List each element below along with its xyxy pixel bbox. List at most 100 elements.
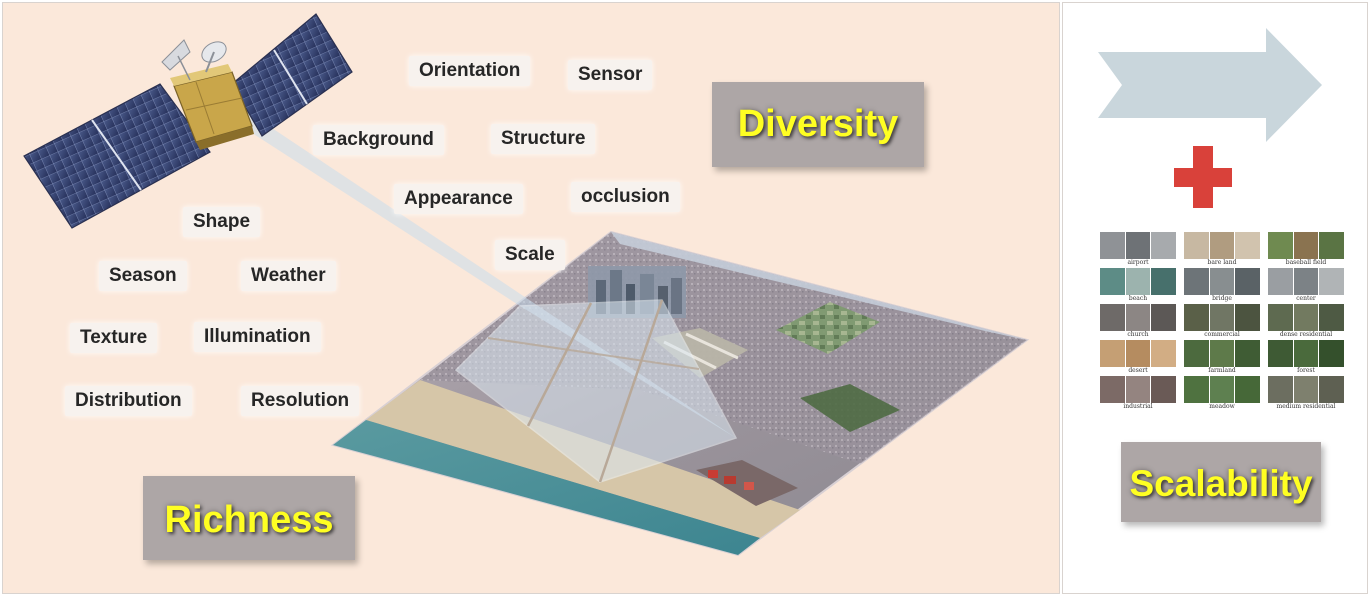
scene-sample-image xyxy=(1151,376,1177,403)
diversity-label-text: Diversity xyxy=(737,103,899,145)
plus-icon xyxy=(1174,146,1232,208)
attribute-illumination: Illumination xyxy=(194,322,321,352)
scene-thumbnail: center xyxy=(1268,268,1345,304)
scene-thumbnail-images xyxy=(1268,304,1345,331)
scene-thumbnail: airport xyxy=(1100,232,1177,268)
scene-sample-image xyxy=(1151,232,1177,259)
scene-sample-image xyxy=(1268,268,1293,295)
satellite-icon xyxy=(23,13,353,229)
scene-caption: desert xyxy=(1128,367,1148,374)
scene-thumbnail-images xyxy=(1268,376,1345,403)
scene-sample-image xyxy=(1209,304,1235,331)
scene-sample-image xyxy=(1235,340,1261,367)
attribute-appearance: Appearance xyxy=(394,184,523,214)
scene-thumbnail-images xyxy=(1184,304,1261,331)
scene-thumbnail-images xyxy=(1184,340,1261,367)
scene-thumbnail: forest xyxy=(1268,340,1345,376)
scene-caption: bare land xyxy=(1207,259,1237,266)
sensor-footprint xyxy=(454,299,738,483)
harbour-image xyxy=(696,460,798,506)
scene-sample-image xyxy=(1268,340,1293,367)
scene-sample-image xyxy=(1319,340,1345,367)
attribute-structure: Structure xyxy=(491,124,596,154)
richness-label: Richness xyxy=(143,476,355,560)
attribute-orientation: Orientation xyxy=(409,56,531,86)
scene-caption: baseball field xyxy=(1285,259,1327,266)
richness-label-text: Richness xyxy=(164,499,334,541)
scene-sample-image xyxy=(1184,268,1209,295)
scene-thumbnail: farmland xyxy=(1184,340,1261,376)
scene-thumbnail-images xyxy=(1184,232,1261,259)
scene-sample-image xyxy=(1293,268,1319,295)
right-arrow-icon xyxy=(1098,28,1322,142)
scene-sample-image xyxy=(1319,232,1345,259)
scene-sample-image xyxy=(1125,304,1151,331)
scene-sample-image xyxy=(1125,376,1151,403)
scene-thumbnail: dense residential xyxy=(1268,304,1345,340)
scene-sample-image xyxy=(1209,376,1235,403)
scalability-label-text: Scalability xyxy=(1129,463,1313,504)
scene-caption: airport xyxy=(1127,259,1149,266)
scene-sample-image xyxy=(1184,304,1209,331)
attribute-occlusion: occlusion xyxy=(571,182,680,212)
attribute-texture: Texture xyxy=(70,323,158,353)
scene-sample-image xyxy=(1209,268,1235,295)
scene-thumbnail: industrial xyxy=(1100,376,1177,412)
scene-sample-image xyxy=(1151,304,1177,331)
scene-caption: bridge xyxy=(1212,295,1232,302)
scene-caption: church xyxy=(1127,331,1149,338)
scene-sample-image xyxy=(1293,340,1319,367)
scene-thumbnail-images xyxy=(1184,376,1261,403)
scene-sample-image xyxy=(1125,268,1151,295)
scene-thumbnail-images xyxy=(1100,232,1177,259)
scene-thumbnail-images xyxy=(1100,376,1177,403)
scene-sample-image xyxy=(1268,376,1293,403)
scene-caption: center xyxy=(1296,295,1316,302)
attribute-sensor: Sensor xyxy=(568,60,653,90)
scalability-label: Scalability xyxy=(1121,442,1321,522)
scene-sample-image xyxy=(1184,340,1209,367)
attribute-season: Season xyxy=(99,261,187,291)
scene-thumbnail: desert xyxy=(1100,340,1177,376)
scene-caption: forest xyxy=(1297,367,1315,374)
scene-thumbnail-images xyxy=(1100,340,1177,367)
scene-sample-image xyxy=(1235,304,1261,331)
attribute-weather: Weather xyxy=(241,261,336,291)
scene-thumbnail: commercial xyxy=(1184,304,1261,340)
attribute-background: Background xyxy=(313,125,444,155)
scene-thumbnail: church xyxy=(1100,304,1177,340)
scene-sample-image xyxy=(1100,232,1125,259)
scene-sample-image xyxy=(1319,376,1345,403)
scene-thumbnail: medium residential xyxy=(1268,376,1345,412)
scene-class-grid: airport bare land baseball field beach bridg… xyxy=(1100,232,1345,412)
scene-caption: farmland xyxy=(1208,367,1236,374)
scene-sample-image xyxy=(1235,232,1261,259)
scene-sample-image xyxy=(1184,232,1209,259)
scene-caption: beach xyxy=(1128,295,1148,302)
scene-sample-image xyxy=(1293,304,1319,331)
scene-thumbnail: beach xyxy=(1100,268,1177,304)
scene-sample-image xyxy=(1268,232,1293,259)
scene-thumbnail-images xyxy=(1268,268,1345,295)
scene-caption: commercial xyxy=(1204,331,1240,338)
attribute-shape: Shape xyxy=(183,207,261,237)
scene-sample-image xyxy=(1125,340,1151,367)
scene-thumbnail: bridge xyxy=(1184,268,1261,304)
scene-sample-image xyxy=(1151,268,1177,295)
attribute-scale: Scale xyxy=(495,240,565,270)
scene-sample-image xyxy=(1125,232,1151,259)
scene-thumbnail: baseball field xyxy=(1268,232,1345,268)
scene-sample-image xyxy=(1100,340,1125,367)
scene-sample-image xyxy=(1319,304,1345,331)
scene-thumbnail: meadow xyxy=(1184,376,1261,412)
scene-thumbnail-images xyxy=(1184,268,1261,295)
scene-sample-image xyxy=(1235,376,1261,403)
scene-thumbnail-images xyxy=(1268,340,1345,367)
scene-sample-image xyxy=(1319,268,1345,295)
scene-thumbnail: bare land xyxy=(1184,232,1261,268)
scene-caption: meadow xyxy=(1209,403,1235,410)
scene-sample-image xyxy=(1209,232,1235,259)
scene-sample-image xyxy=(1100,304,1125,331)
scene-sample-image xyxy=(1151,340,1177,367)
